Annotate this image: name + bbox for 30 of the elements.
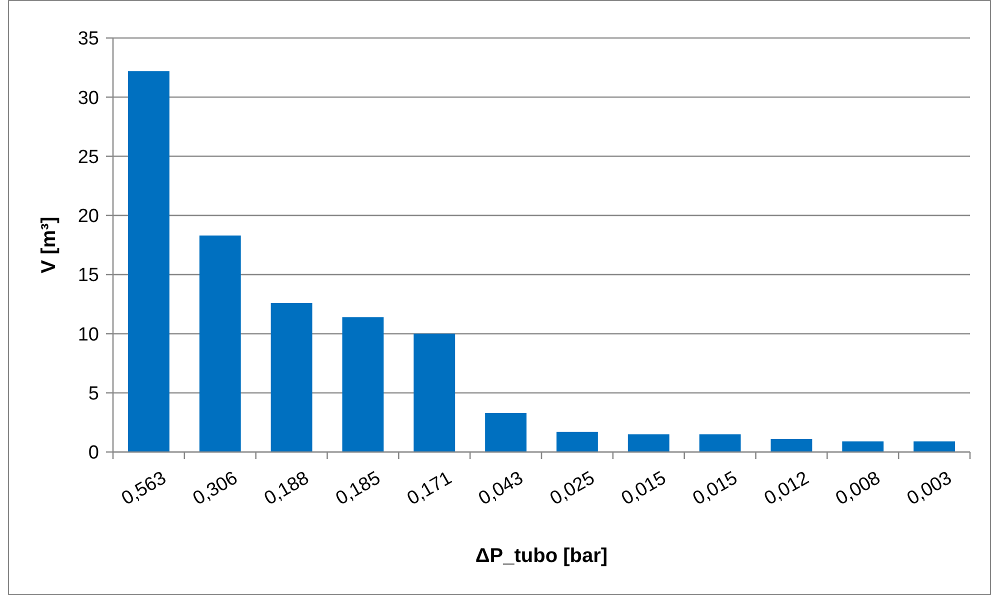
y-tick-label: 25	[78, 146, 99, 168]
x-tick-label: 0,563	[118, 468, 170, 510]
x-axis-title: ΔP_tubo [bar]	[475, 545, 608, 567]
bar	[914, 441, 956, 452]
y-tick-label: 30	[78, 88, 99, 109]
x-tick-label: 0,003	[904, 468, 956, 510]
x-tick-label: 0,008	[832, 468, 884, 510]
bar	[414, 334, 456, 452]
bar	[556, 432, 598, 452]
x-tick-label: 0,171	[404, 468, 456, 510]
y-tick-label: 10	[78, 324, 99, 346]
y-tick-label: 5	[88, 384, 99, 405]
x-tick-label: 0,043	[475, 468, 527, 510]
bar	[699, 434, 741, 452]
bar	[342, 317, 384, 452]
bar	[270, 302, 312, 452]
bar	[770, 438, 812, 452]
bar	[842, 441, 884, 452]
y-tick-label: 35	[78, 28, 99, 50]
bar	[199, 236, 241, 452]
y-tick-label: 15	[78, 265, 99, 286]
y-tick-label: 20	[78, 206, 99, 228]
y-axis-title: V [m³]	[38, 216, 60, 274]
x-tick-label: 0,188	[261, 468, 313, 510]
bar	[628, 434, 670, 452]
bar	[128, 71, 170, 452]
bar	[485, 412, 527, 452]
y-tick-label: 0	[88, 442, 99, 464]
x-tick-label: 0,012	[760, 468, 813, 510]
x-tick-label: 0,306	[190, 468, 242, 510]
